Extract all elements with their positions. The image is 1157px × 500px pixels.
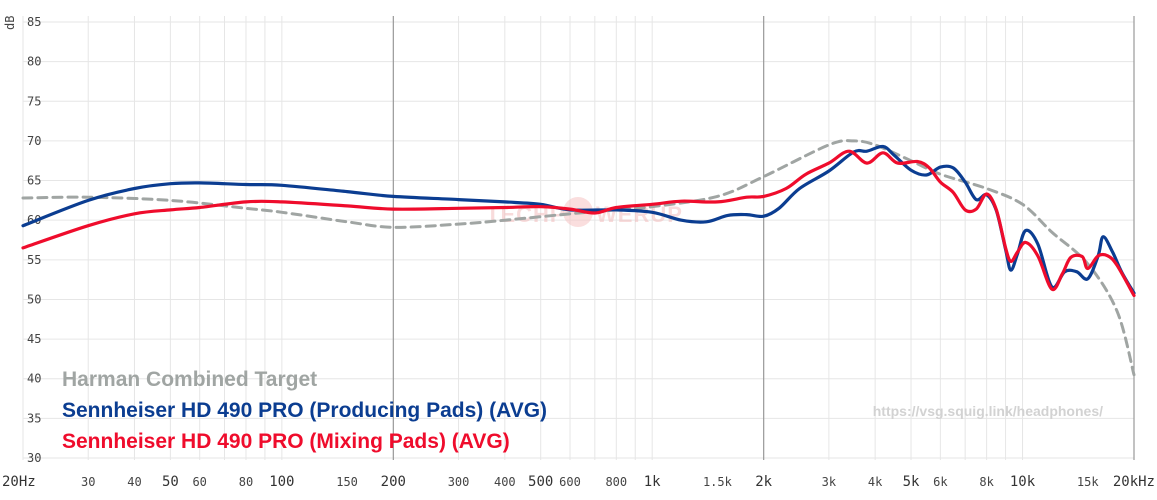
x-tick-label: 30 xyxy=(81,475,95,489)
x-tick-label: 300 xyxy=(448,475,470,489)
y-tick-label: 40 xyxy=(27,372,41,386)
y-tick-label: 45 xyxy=(27,332,41,346)
legend-target: Harman Combined Target xyxy=(62,368,317,391)
y-tick-label: 65 xyxy=(27,174,41,188)
legend-producing-pads: Sennheiser HD 490 PRO (Producing Pads) (… xyxy=(62,399,547,422)
target-curve xyxy=(21,139,1136,377)
x-tick-label: 600 xyxy=(559,475,581,489)
x-tick-label: 3k xyxy=(822,475,837,489)
x-tick-label: 40 xyxy=(127,475,141,489)
y-tick-label: 55 xyxy=(27,253,41,267)
x-tick-label: 1k xyxy=(644,474,661,490)
x-tick-label: 10k xyxy=(1010,474,1036,490)
x-tick-label: 4k xyxy=(868,475,883,489)
x-tick-label: 150 xyxy=(336,475,358,489)
x-tick-label: 800 xyxy=(605,475,627,489)
series-layer xyxy=(21,139,1136,377)
x-tick-label: 6k xyxy=(933,475,948,489)
mixing-pads-curve xyxy=(21,149,1136,298)
legend: Harman Combined Target Sennheiser HD 490… xyxy=(62,368,547,453)
y-tick-label: 35 xyxy=(27,411,41,425)
x-tick-label: 500 xyxy=(528,474,553,490)
y-tick-label: 75 xyxy=(27,94,41,108)
grid xyxy=(22,16,1135,460)
x-tick-label: 50 xyxy=(162,474,179,490)
x-tick-label: 5k xyxy=(903,474,920,490)
x-tick-label: 100 xyxy=(269,474,294,490)
source-url: https://vsg.squig.link/headphones/ xyxy=(873,403,1103,419)
x-tick-label: 15k xyxy=(1077,475,1099,489)
y-tick-label: 70 xyxy=(27,134,41,148)
x-tick-label: 1.5k xyxy=(703,475,733,489)
x-tick-label: 2k xyxy=(755,474,772,490)
x-axis: 20Hz 30 40 50 60 80 100 150 200 300 400 500 600 800 1k… xyxy=(2,474,1155,490)
x-tick-label: 20Hz xyxy=(2,474,36,490)
x-tick-label: 400 xyxy=(494,475,516,489)
x-tick-label: 80 xyxy=(239,475,253,489)
legend-mixing-pads: Sennheiser HD 490 PRO (Mixing Pads) (AVG… xyxy=(62,430,510,453)
x-tick-label: 200 xyxy=(381,474,406,490)
y-tick-label: 85 xyxy=(27,15,41,29)
x-tick-label: 20kHz xyxy=(1113,474,1155,490)
y-tick-label: 80 xyxy=(27,55,41,69)
x-tick-label: 8k xyxy=(979,475,994,489)
y-tick-label: 30 xyxy=(27,451,41,465)
y-tick-label: 50 xyxy=(27,292,41,306)
x-tick-label: 60 xyxy=(192,475,206,489)
y-axis-label: dB xyxy=(3,16,17,30)
